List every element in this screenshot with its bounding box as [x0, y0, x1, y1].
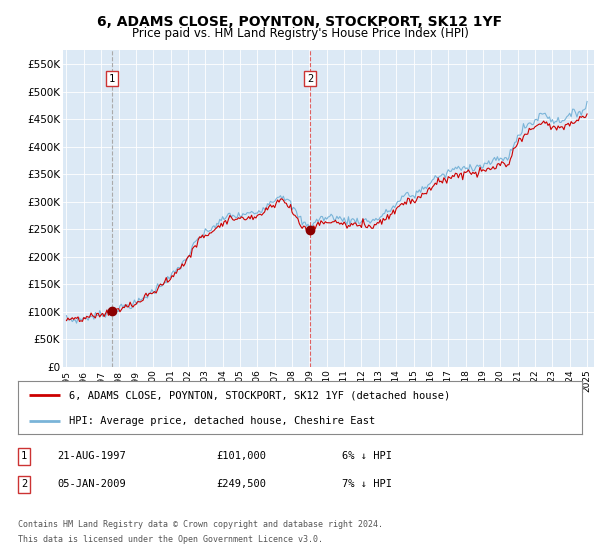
Text: 2: 2	[307, 74, 313, 84]
Text: 6, ADAMS CLOSE, POYNTON, STOCKPORT, SK12 1YF: 6, ADAMS CLOSE, POYNTON, STOCKPORT, SK12…	[97, 15, 503, 29]
Text: £249,500: £249,500	[216, 479, 266, 489]
Text: 6% ↓ HPI: 6% ↓ HPI	[342, 451, 392, 461]
Text: This data is licensed under the Open Government Licence v3.0.: This data is licensed under the Open Gov…	[18, 535, 323, 544]
Text: 21-AUG-1997: 21-AUG-1997	[57, 451, 126, 461]
Text: 2: 2	[21, 479, 27, 489]
Text: 7% ↓ HPI: 7% ↓ HPI	[342, 479, 392, 489]
Text: 05-JAN-2009: 05-JAN-2009	[57, 479, 126, 489]
Text: 1: 1	[109, 74, 115, 84]
Text: 6, ADAMS CLOSE, POYNTON, STOCKPORT, SK12 1YF (detached house): 6, ADAMS CLOSE, POYNTON, STOCKPORT, SK12…	[69, 390, 450, 400]
Text: Price paid vs. HM Land Registry's House Price Index (HPI): Price paid vs. HM Land Registry's House …	[131, 27, 469, 40]
Text: Contains HM Land Registry data © Crown copyright and database right 2024.: Contains HM Land Registry data © Crown c…	[18, 520, 383, 529]
Text: 1: 1	[21, 451, 27, 461]
Text: £101,000: £101,000	[216, 451, 266, 461]
Text: HPI: Average price, detached house, Cheshire East: HPI: Average price, detached house, Ches…	[69, 416, 375, 426]
